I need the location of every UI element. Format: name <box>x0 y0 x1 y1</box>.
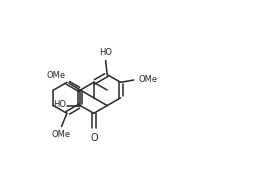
Text: HO: HO <box>53 100 66 109</box>
Text: OMe: OMe <box>52 130 71 139</box>
Text: OMe: OMe <box>137 75 156 85</box>
Text: OMe: OMe <box>46 71 65 80</box>
Text: O: O <box>90 133 98 143</box>
Text: HO: HO <box>99 48 112 57</box>
